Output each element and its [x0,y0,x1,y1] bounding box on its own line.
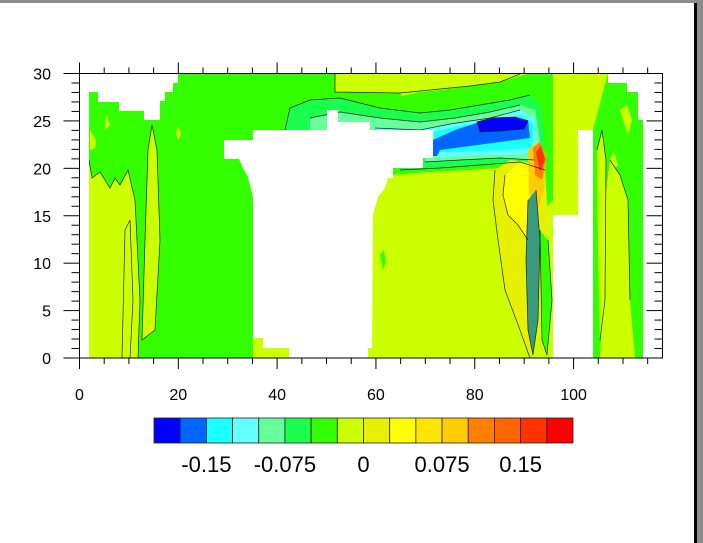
colorbar-label: 0.15 [499,452,542,477]
colorbar-box [284,417,312,444]
colorbar-box [441,417,469,444]
x-tick-label: 60 [367,387,385,404]
colorbar-label: -0.075 [254,452,316,477]
contour-line [121,219,134,359]
region-min-core [477,117,528,132]
region-yellow-streak-right [597,130,606,340]
colorbar-box [415,417,443,444]
colorbar-box [494,417,522,444]
axis-ticks [63,62,663,369]
contour-line [609,159,631,301]
x-tick-label: 20 [169,387,187,404]
contour-line [492,169,531,359]
colorbar-box [179,417,207,444]
mask-left-edge [80,73,89,358]
y-tick-label: 15 [33,209,51,226]
contour-line [476,116,529,133]
x-tick-label: 0 [75,387,84,404]
colorbar-box [153,417,181,444]
colorbar-box [363,417,391,444]
y-tick-label: 0 [42,351,51,368]
colorbar-label: 0.075 [415,452,470,477]
region-yellow-top [368,73,530,96]
colorbar-box [336,417,364,444]
colorbar-box [546,417,574,444]
contour-line [309,104,521,123]
contour-line [88,159,141,359]
contour-line [502,174,529,241]
region-streak-dark [526,190,540,355]
colorbar-box [232,417,260,444]
region-streak-green [540,230,552,355]
mask-central-land [224,110,433,358]
mask-east-land [553,130,593,358]
contour-line [596,129,607,341]
colorbar-box [389,417,417,444]
x-tick-label: 100 [560,387,587,404]
contour-line [334,73,521,94]
colorbar-label: -0.15 [181,452,231,477]
contour-line [539,229,553,356]
mask-northwest [89,73,178,120]
region-green-right [593,73,643,358]
region-yellow-streak-left [142,125,160,340]
colorbar-box [310,417,338,444]
y-tick-label: 20 [33,161,51,178]
colorbar-box [258,417,286,444]
region-yellow-blobs-right [610,105,632,172]
contour-line [399,161,546,171]
mask-northeast [608,73,663,358]
axis-tick-labels: 0 20 40 60 80 100 0 5 10 15 20 25 30 [33,67,587,405]
colorbar-label: 0 [357,452,369,477]
colorbar-box [467,417,495,444]
colorbar-box [520,417,548,444]
land-mask [80,73,663,358]
colorbar: -0.15 -0.075 0 0.075 0.15 [153,417,574,477]
y-tick-label: 30 [33,67,51,84]
window-edge [694,3,697,543]
contour-line [141,124,161,341]
region-green-left [89,73,253,358]
y-tick-label: 25 [33,114,51,131]
contour-line [424,157,536,163]
region-max-core [536,146,545,172]
contour-line [284,94,531,131]
y-tick-label: 5 [42,304,51,321]
colorbar-box [205,417,233,444]
y-tick-label: 10 [33,256,51,273]
region-green-mid [380,250,386,270]
x-tick-label: 80 [466,387,484,404]
x-tick-label: 40 [268,387,286,404]
contour-lines [88,73,631,359]
contour-line [374,109,521,131]
